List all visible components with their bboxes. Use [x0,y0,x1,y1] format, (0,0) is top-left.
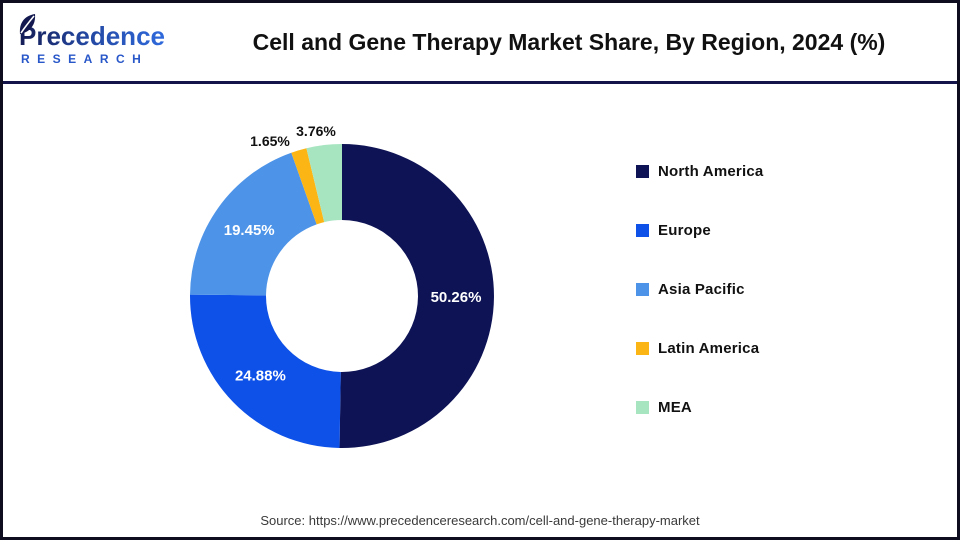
legend-item-north-america: North America [636,160,763,182]
chart-title: Cell and Gene Therapy Market Share, By R… [252,28,886,55]
brand-subtitle: RESEARCH [21,52,149,66]
precedence-research-logo: Precedence RESEARCH [3,14,191,66]
legend-item-asia-pacific: Asia Pacific [636,278,763,300]
slice-value-label-latin-america: 1.65% [250,133,290,149]
source-text: Source: https://www.precedenceresearch.c… [260,513,700,528]
donut-chart: 50.26% 24.88% 19.45% 1.65% 3.76% [190,123,494,448]
slice-asia-pacific [190,152,317,296]
slice-mea [306,144,342,223]
legend-swatch-asia-pacific [636,282,649,296]
legend-label: Asia Pacific [658,280,745,298]
slice-north-america [339,144,494,448]
slice-value-label-north-america: 50.26% [431,289,482,306]
legend-item-mea: MEA [636,396,763,418]
header: Precedence RESEARCH Cell and Gene Therap… [3,3,957,84]
slice-europe [190,294,341,448]
slice-latin-america [291,148,325,225]
legend-swatch-mea [636,400,649,414]
slice-value-label-europe: 24.88% [235,368,286,385]
legend-swatch-europe [636,223,649,237]
legend: North America Europe Asia Pacific Latin … [636,160,763,455]
legend-label: Latin America [658,339,760,357]
legend-label: Europe [658,221,711,239]
legend-item-latin-america: Latin America [636,337,763,359]
legend-label: North America [658,162,764,180]
slice-value-label-mea: 3.76% [296,123,336,139]
leaf-icon [19,14,36,34]
legend-label: MEA [658,398,692,416]
legend-item-europe: Europe [636,219,763,241]
brand-name: Precedence [19,21,165,51]
slice-value-label-asia-pacific: 19.45% [224,222,275,239]
legend-swatch-north-america [636,164,649,178]
legend-swatch-latin-america [636,341,649,355]
